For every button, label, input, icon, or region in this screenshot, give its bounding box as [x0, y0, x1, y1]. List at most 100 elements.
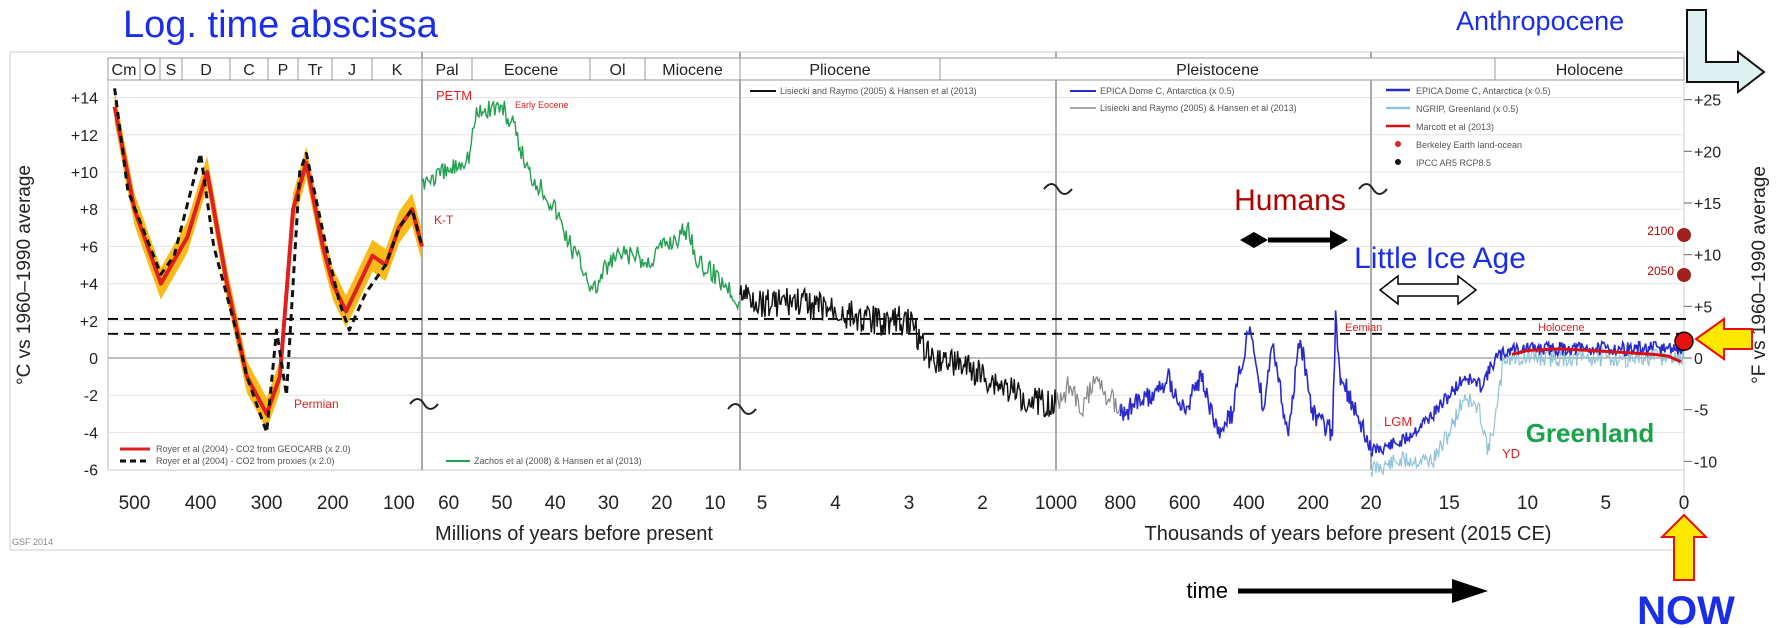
- annotation-lgm: LGM: [1384, 414, 1412, 429]
- annotation-2050: 2050: [1647, 264, 1674, 278]
- x-tick-label: 800: [1104, 493, 1136, 514]
- y-axis-label-right: °F vs 1960–1990 average: [1749, 166, 1770, 384]
- x-tick-label: 200: [1297, 493, 1329, 514]
- x-tick-label: 4: [830, 493, 841, 514]
- era-label: Tr: [308, 62, 323, 79]
- little-ice-age-double-arrow: [1378, 274, 1478, 306]
- annotation-eemian: Eemian: [1345, 322, 1382, 334]
- y-tick-left: +4: [80, 277, 98, 294]
- x-tick-label: 10: [704, 493, 725, 514]
- era-label: K: [392, 62, 403, 79]
- era-header: Cm O S D C P Tr J K Pal Eocene Ol Miocene Pliocene Ple…: [107, 57, 1685, 81]
- y-tick-left: +6: [80, 239, 98, 256]
- y-tick-right: +15: [1694, 196, 1721, 213]
- x-tick-label: 5: [1600, 493, 1611, 514]
- era-label: Eocene: [504, 62, 558, 79]
- x-tick-label: 500: [119, 493, 151, 514]
- y-tick-left: +8: [80, 202, 98, 219]
- y-axis-right: +25 +20 +15 +10 +5 0 -5 -10: [1684, 93, 1721, 471]
- legend-swatch: [1395, 159, 1401, 165]
- y-tick-left: 0: [89, 351, 98, 368]
- lisiecki-series: [739, 284, 1057, 418]
- x-tick-label: 400: [1233, 493, 1265, 514]
- axis-break-mark: [1043, 183, 1073, 195]
- time-arrow-head: [1452, 579, 1488, 603]
- humans-diamond: [1240, 232, 1268, 248]
- now-label: NOW: [1637, 589, 1735, 628]
- era-label: P: [278, 62, 289, 79]
- x-tick-label: 3: [904, 493, 915, 514]
- anthropocene-label: Anthropocene: [1456, 6, 1625, 36]
- axis-break-mark: [409, 398, 439, 410]
- x-tick-label: 100: [383, 493, 415, 514]
- era-label: Ol: [610, 62, 626, 79]
- axis-break-mark: [1358, 183, 1388, 195]
- legend-swatch: [1395, 141, 1401, 147]
- now-pointer-arrow: [1694, 317, 1753, 361]
- y-tick-left: +12: [71, 128, 98, 145]
- era-label: Holocene: [1556, 62, 1624, 79]
- y-tick-right: +10: [1694, 248, 1721, 265]
- era-label: O: [144, 62, 156, 79]
- legend-lisiecki-grey: Lisiecki and Raymo (2005) & Hansen et al…: [1100, 103, 1297, 113]
- era-label: S: [166, 62, 177, 79]
- era-label: J: [348, 62, 356, 79]
- era-label: Pleistocene: [1176, 62, 1259, 79]
- annotations: Permian PETM Early Eocene K-T Eemian Holocene…: [294, 88, 1674, 461]
- y-axis-label-left: °C vs 1960–1990 average: [14, 165, 35, 385]
- y-tick-left: +14: [71, 91, 98, 108]
- legend-holocene-entry: NGRIP, Greenland (x 0.5): [1416, 104, 1518, 114]
- greenland-label: Greenland: [1526, 418, 1655, 448]
- anthropocene-arrow: [1686, 9, 1766, 95]
- era-label: C: [243, 62, 255, 79]
- annotation-holocene: Holocene: [1538, 322, 1584, 334]
- y-tick-right: +20: [1694, 144, 1721, 161]
- y-tick-left: -6: [84, 463, 98, 480]
- x-tick-label: 200: [317, 493, 349, 514]
- y-tick-left: -2: [84, 388, 98, 405]
- era-cell: [1494, 57, 1685, 81]
- y-axis-left: +14 +12 +10 +8 +6 +4 +2 0 -2 -4 -6: [71, 91, 98, 480]
- ipcc-2050-point: [1677, 268, 1691, 282]
- era-label: Cm: [112, 62, 137, 79]
- legend-holocene-entry: Berkeley Earth land-ocean: [1416, 140, 1522, 150]
- annotation-early-eocene: Early Eocene: [515, 100, 569, 110]
- present-marker: [1674, 331, 1694, 352]
- axis-break-marks: [409, 183, 1388, 415]
- x-tick-label: 600: [1169, 493, 1201, 514]
- plot-frame: [107, 79, 1685, 471]
- y-tick-right: +5: [1694, 299, 1712, 316]
- time-label: time: [1186, 578, 1228, 603]
- humans-arrow-head: [1330, 230, 1348, 250]
- era-label: Pal: [435, 62, 458, 79]
- now-up-arrow: [1659, 513, 1709, 581]
- epica-series-holocene: [1370, 339, 1685, 457]
- x-axis-label-thousands: Thousands of years before present (2015 …: [1145, 523, 1552, 545]
- zachos-series: [421, 100, 741, 312]
- era-label: Miocene: [662, 62, 723, 79]
- y-tick-right: -5: [1694, 403, 1708, 420]
- legend-royer-geocarb: Royer et al (2004) - CO2 from GEOCARB (x…: [156, 444, 351, 454]
- x-tick-label: 15: [1439, 493, 1460, 514]
- legend-royer-proxies: Royer et al (2004) - CO2 from proxies (x…: [156, 456, 335, 466]
- x-axis-label-millions: Millions of years before present: [435, 523, 713, 545]
- x-tick-label: 5: [757, 493, 768, 514]
- legends: Royer et al (2004) - CO2 from GEOCARB (x…: [120, 86, 1551, 466]
- x-tick-label: 400: [185, 493, 217, 514]
- y-tick-left: +2: [80, 314, 98, 331]
- x-tick-label: 2: [977, 493, 988, 514]
- x-tick-label: 20: [1360, 493, 1381, 514]
- legend-epica-pleistocene: EPICA Dome C, Antarctica (x 0.5): [1100, 86, 1235, 96]
- legend-zachos: Zachos et al (2008) & Hansen et al (2013…: [474, 456, 642, 466]
- ipcc-2100-point: [1677, 228, 1691, 242]
- x-tick-label: 30: [598, 493, 619, 514]
- y-tick-left: -4: [84, 425, 98, 442]
- y-tick-right: +25: [1694, 93, 1721, 110]
- annotation-2100: 2100: [1647, 224, 1674, 238]
- x-tick-label: 40: [545, 493, 566, 514]
- royer-proxies-series: [113, 88, 424, 434]
- y-tick-left: +10: [71, 165, 98, 182]
- humans-label: Humans: [1234, 184, 1346, 217]
